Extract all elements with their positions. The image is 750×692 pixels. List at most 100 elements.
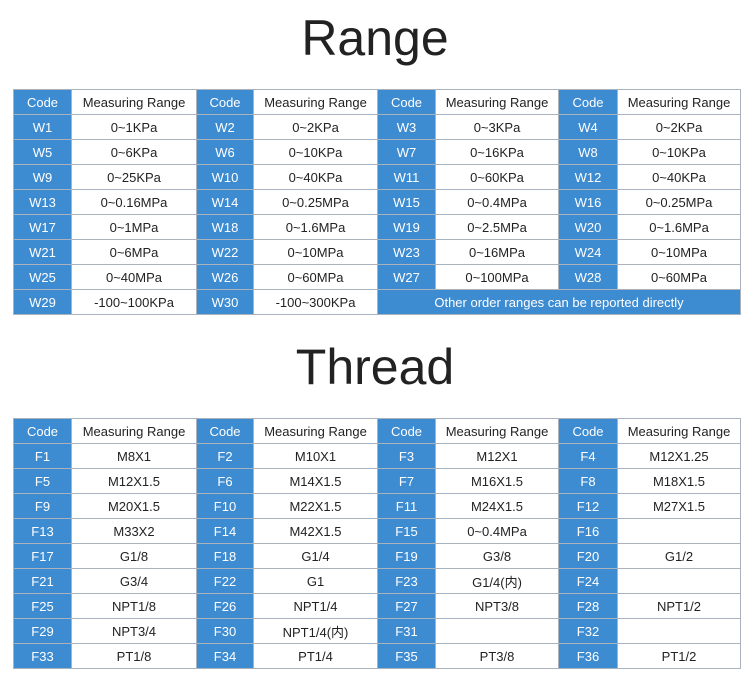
range-cell: 0~40KPa (617, 164, 741, 190)
code-cell: W19 (377, 214, 436, 240)
range-cell: -100~100KPa (71, 289, 197, 315)
code-cell: W14 (196, 189, 254, 215)
range-cell: G1 (253, 568, 378, 594)
code-cell: W24 (558, 239, 618, 265)
range-cell: 0~10KPa (253, 139, 378, 165)
header-code: Code (377, 418, 436, 444)
range-cell: PT1/4 (253, 643, 378, 669)
range-cell: 0~0.4MPa (435, 518, 559, 544)
code-cell: W2 (196, 114, 254, 140)
code-cell: W15 (377, 189, 436, 215)
row: F21 G3/4 F22 G1 F23 G1/4(内) F24 (13, 568, 741, 594)
code-cell: W6 (196, 139, 254, 165)
range-cell: M10X1 (253, 443, 378, 469)
row: W29 -100~100KPa W30 -100~300KPa Other order … (13, 289, 741, 315)
code-cell: F14 (196, 518, 254, 544)
header-row: Code Measuring Range Code Measuring Range Co… (13, 418, 741, 444)
range-cell: 0~10MPa (617, 239, 741, 265)
code-cell: F4 (558, 443, 618, 469)
range-cell: 0~10MPa (253, 239, 378, 265)
header-range: Measuring Range (617, 89, 741, 115)
range-cell (617, 568, 741, 594)
header-range: Measuring Range (253, 418, 378, 444)
header-range: Measuring Range (435, 89, 559, 115)
code-cell: F25 (13, 593, 72, 619)
row: F1 M8X1 F2 M10X1 F3 M12X1 F4 M12X1.25 (13, 443, 741, 469)
range-cell: NPT1/4 (253, 593, 378, 619)
header-range: Measuring Range (617, 418, 741, 444)
row: W25 0~40MPa W26 0~60MPa W27 0~100MPa W28 0~60MP… (13, 264, 741, 290)
range-cell: PT1/2 (617, 643, 741, 669)
range-cell: -100~300KPa (253, 289, 378, 315)
row: W13 0~0.16MPa W14 0~0.25MPa W15 0~0.4MPa W16 0~… (13, 189, 741, 215)
range-cell: G1/4 (253, 543, 378, 569)
header-code: Code (13, 418, 72, 444)
code-cell: F36 (558, 643, 618, 669)
code-cell: F6 (196, 468, 254, 494)
header-range: Measuring Range (435, 418, 559, 444)
range-cell: 0~40MPa (71, 264, 197, 290)
code-cell: W11 (377, 164, 436, 190)
range-cell: 0~2.5MPa (435, 214, 559, 240)
code-cell: F21 (13, 568, 72, 594)
range-cell: 0~100MPa (435, 264, 559, 290)
code-cell: W7 (377, 139, 436, 165)
code-cell: F33 (13, 643, 72, 669)
code-cell: F27 (377, 593, 436, 619)
range-cell: 0~0.25MPa (617, 189, 741, 215)
code-cell: F23 (377, 568, 436, 594)
range-cell: 0~16MPa (435, 239, 559, 265)
code-cell: F30 (196, 618, 254, 644)
code-cell: W21 (13, 239, 72, 265)
code-cell: F10 (196, 493, 254, 519)
range-title: Range (301, 10, 449, 66)
range-cell: NPT1/2 (617, 593, 741, 619)
range-cell: M12X1 (435, 443, 559, 469)
code-cell: F31 (377, 618, 436, 644)
range-cell: M14X1.5 (253, 468, 378, 494)
range-cell: NPT1/8 (71, 593, 197, 619)
code-cell: F18 (196, 543, 254, 569)
code-cell: W29 (13, 289, 72, 315)
header-code: Code (13, 89, 72, 115)
code-cell: W8 (558, 139, 618, 165)
range-cell: 0~60MPa (253, 264, 378, 290)
row: W21 0~6MPa W22 0~10MPa W23 0~16MPa W24 0~10MPa (13, 239, 741, 265)
header-range: Measuring Range (71, 89, 197, 115)
code-cell: F16 (558, 518, 618, 544)
range-cell: 0~0.4MPa (435, 189, 559, 215)
range-cell: 0~0.25MPa (253, 189, 378, 215)
code-cell: F11 (377, 493, 436, 519)
range-cell: 0~10KPa (617, 139, 741, 165)
range-cell: NPT3/8 (435, 593, 559, 619)
row: F13 M33X2 F14 M42X1.5 F15 0~0.4MPa F16 (13, 518, 741, 544)
header-code: Code (377, 89, 436, 115)
range-cell: M16X1.5 (435, 468, 559, 494)
range-cell: G3/4 (71, 568, 197, 594)
code-cell: W28 (558, 264, 618, 290)
range-cell: G1/2 (617, 543, 741, 569)
range-cell: 0~1.6MPa (617, 214, 741, 240)
code-cell: W27 (377, 264, 436, 290)
code-cell: F17 (13, 543, 72, 569)
code-cell: W4 (558, 114, 618, 140)
range-cell: 0~60MPa (617, 264, 741, 290)
range-cell: M33X2 (71, 518, 197, 544)
code-cell: F15 (377, 518, 436, 544)
range-cell: 0~16KPa (435, 139, 559, 165)
row: F5 M12X1.5 F6 M14X1.5 F7 M16X1.5 F8 M18X1.5 (13, 468, 741, 494)
code-cell: W12 (558, 164, 618, 190)
range-cell: NPT3/4 (71, 618, 197, 644)
range-cell (617, 618, 741, 644)
code-cell: W9 (13, 164, 72, 190)
range-cell: M8X1 (71, 443, 197, 469)
code-cell: F26 (196, 593, 254, 619)
range-cell: 0~1.6MPa (253, 214, 378, 240)
header-range: Measuring Range (71, 418, 197, 444)
code-cell: W5 (13, 139, 72, 165)
range-cell: PT1/8 (71, 643, 197, 669)
code-cell: W16 (558, 189, 618, 215)
range-cell: NPT1/4(内) (253, 618, 378, 644)
range-cell: 0~1KPa (71, 114, 197, 140)
